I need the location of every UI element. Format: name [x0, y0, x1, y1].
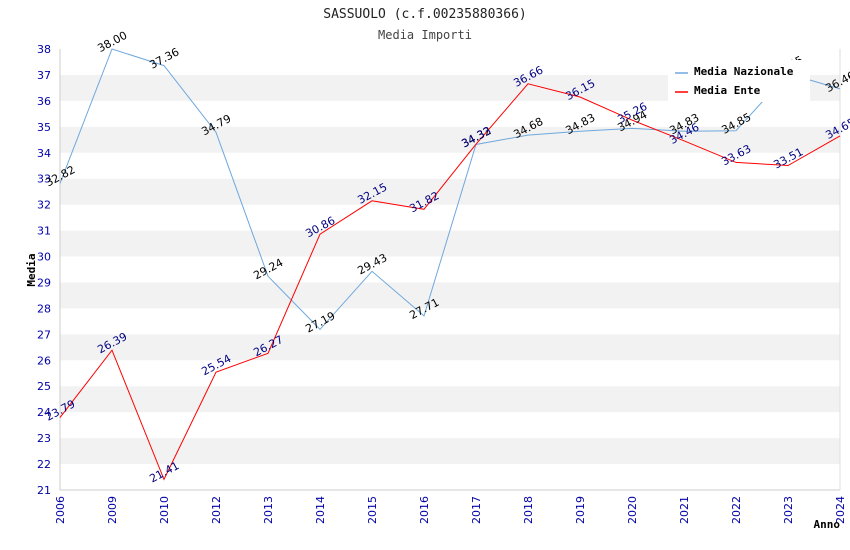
- x-tick-label: 2015: [366, 496, 379, 524]
- grid-band: [60, 230, 840, 257]
- y-tick-label: 32: [37, 199, 51, 212]
- y-tick-label: 37: [37, 69, 51, 82]
- plot-frame: [59, 49, 841, 491]
- x-tick-label: 2019: [574, 496, 587, 524]
- x-tick-label: 2023: [782, 496, 795, 524]
- legend-box: [668, 60, 810, 102]
- x-tick-label: 2024: [834, 496, 847, 524]
- grid-band: [60, 178, 840, 205]
- y-tick-label: 22: [37, 458, 51, 471]
- x-tick-label: 2016: [418, 496, 431, 524]
- x-tick-label: 2017: [470, 496, 483, 524]
- x-tick-label: 2020: [626, 496, 639, 524]
- x-tick-label: 2009: [106, 496, 119, 524]
- y-axis-ticks: 21 22 23 24 25 26 27 28 29 30 31 32 33 34 35 36 37 38: [37, 43, 51, 497]
- chart-subtitle: Media Importi: [378, 28, 472, 42]
- y-tick-label: 23: [37, 432, 51, 445]
- x-tick-label: 2021: [678, 496, 691, 524]
- y-tick-label: 36: [37, 95, 51, 108]
- y-tick-label: 28: [37, 302, 51, 315]
- y-tick-label: 38: [37, 43, 51, 56]
- y-tick-label: 27: [37, 328, 51, 341]
- grid-band: [60, 464, 840, 490]
- grid-band: [60, 152, 840, 179]
- y-tick-label: 31: [37, 225, 51, 238]
- y-tick-label: 26: [37, 354, 51, 367]
- x-tick-label: 2018: [522, 496, 535, 524]
- y-tick-label: 25: [37, 380, 51, 393]
- x-tick-label: 2006: [54, 496, 67, 524]
- x-axis-ticks: 2006 2009 2010 2012 2013 2014 2015 2016 2017 2018…: [54, 496, 847, 524]
- x-tick-label: 2013: [262, 496, 275, 524]
- grid-band: [60, 256, 840, 283]
- y-tick-label: 35: [37, 121, 51, 134]
- grid-band: [60, 204, 840, 231]
- series-lines: [59, 48, 841, 481]
- grid-band: [60, 386, 840, 413]
- legend-label-ente: Media Ente: [694, 84, 761, 97]
- grid-band: [60, 282, 840, 309]
- x-tick-label: 2014: [314, 496, 327, 524]
- x-tick-label: 2022: [730, 496, 743, 524]
- grid-band: [60, 100, 840, 127]
- legend: Media Nazionale Media Ente: [668, 60, 810, 102]
- series-line-ente: [59, 83, 841, 481]
- y-tick-label: 33: [37, 173, 51, 186]
- x-tick-label: 2012: [210, 496, 223, 524]
- y-tick-label: 34: [37, 147, 51, 160]
- chart-title: SASSUOLO (c.f.00235880366): [323, 7, 527, 22]
- y-tick-label: 30: [37, 251, 51, 264]
- y-axis-label: Media: [25, 253, 38, 286]
- grid-bands: [60, 49, 840, 490]
- series-line-nazionale: [59, 48, 841, 331]
- x-axis-label: Anno: [814, 518, 841, 531]
- legend-label-nazionale: Media Nazionale: [694, 65, 794, 78]
- y-tick-label: 21: [37, 484, 51, 497]
- y-tick-label: 24: [37, 406, 51, 419]
- x-tick-label: 2010: [158, 496, 171, 524]
- grid-band: [60, 360, 840, 387]
- y-tick-label: 29: [37, 276, 51, 289]
- grid-band: [60, 308, 840, 335]
- grid-band: [60, 334, 840, 361]
- grid-band: [60, 438, 840, 465]
- grid-band: [60, 412, 840, 439]
